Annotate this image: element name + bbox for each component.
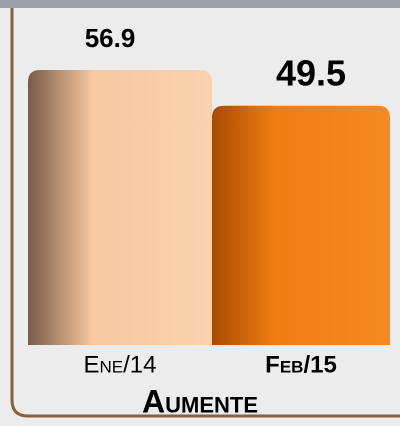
bar <box>28 69 212 345</box>
x-tick-label: Feb/15 <box>265 351 337 378</box>
x-tick-label: Ene/14 <box>84 351 157 378</box>
frame <box>10 8 400 418</box>
value-label: 56.9 <box>85 23 136 53</box>
top-strip <box>0 0 400 8</box>
bar <box>212 105 390 345</box>
value-label: 49.5 <box>276 52 346 93</box>
x-axis-label: Aumente <box>142 383 258 419</box>
